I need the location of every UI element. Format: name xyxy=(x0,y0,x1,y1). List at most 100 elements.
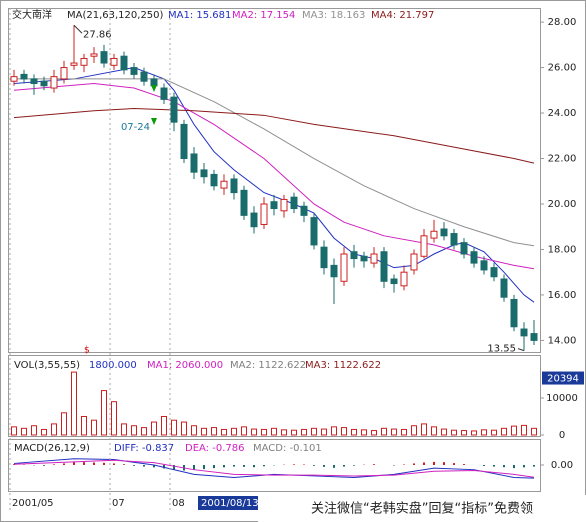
candle-body xyxy=(280,198,288,212)
candle-body xyxy=(230,178,238,194)
y-tick-label: 0.00 xyxy=(551,460,573,471)
candle-body xyxy=(390,278,398,285)
volume-bar xyxy=(471,430,477,436)
candle-body xyxy=(300,205,308,216)
volume-bar xyxy=(81,415,87,436)
candle-body xyxy=(440,228,448,237)
candle-body xyxy=(320,246,328,269)
candle-body xyxy=(10,76,18,82)
candle-body xyxy=(460,242,468,255)
volume-bar xyxy=(171,419,177,436)
candle-body xyxy=(190,153,198,173)
volume-bar xyxy=(201,427,207,436)
volume-bar xyxy=(421,423,427,436)
volume-bar xyxy=(131,425,137,436)
candle-body xyxy=(240,189,248,216)
candle-body xyxy=(20,73,28,80)
annotation-arrow xyxy=(73,24,83,34)
candle-body xyxy=(310,217,318,246)
candle-body xyxy=(510,298,518,328)
annotation: 13.55 xyxy=(487,344,516,355)
volume-bar xyxy=(511,425,517,436)
x-tick-label: 08 xyxy=(172,498,185,509)
candle-body xyxy=(350,251,358,260)
y-tick-label: 28.00 xyxy=(548,17,577,28)
volume-bar xyxy=(161,415,167,436)
price-panel xyxy=(8,8,541,353)
volume-bar xyxy=(261,428,267,436)
candle-body xyxy=(420,235,428,257)
candle-body xyxy=(210,173,218,187)
volume-bar xyxy=(121,423,127,436)
ma-line xyxy=(14,78,535,247)
volume-marker: 20394 xyxy=(547,374,579,385)
volume-bar xyxy=(251,428,257,436)
volume-panel xyxy=(8,355,541,437)
y-tick-label: 0 xyxy=(559,430,565,441)
header-label: MA1: 15.681 xyxy=(168,10,231,21)
sell-arrow xyxy=(151,118,157,125)
candle-body xyxy=(450,233,458,246)
candle-body xyxy=(140,71,148,82)
volume-bar xyxy=(491,429,497,436)
ma-line xyxy=(13,67,535,303)
candle-body xyxy=(330,264,338,278)
volume-bar xyxy=(381,427,387,436)
candle-body xyxy=(40,80,48,87)
candle-body xyxy=(470,251,478,264)
volume-bar xyxy=(521,424,527,436)
volume-bar xyxy=(31,425,37,436)
y-tick-label: 22.00 xyxy=(548,154,577,165)
candle-body xyxy=(270,201,278,210)
candle-body xyxy=(120,55,128,71)
candle-body xyxy=(500,278,508,298)
volume-bar xyxy=(451,429,457,436)
title: 交大南洋 xyxy=(12,8,52,21)
candle-body xyxy=(70,62,78,66)
volume-bar xyxy=(141,427,147,436)
candle-body xyxy=(410,253,418,271)
volume-bar xyxy=(391,428,397,436)
annotation-arrow xyxy=(517,348,525,352)
header-label: MA2: 17.154 xyxy=(232,10,295,21)
candle-body xyxy=(290,196,298,210)
y-tick-label: 20.00 xyxy=(548,199,577,210)
candle-body xyxy=(30,78,38,84)
candle-body xyxy=(480,260,488,271)
volume-bar xyxy=(291,429,297,436)
y-tick-label: 24.00 xyxy=(548,108,577,119)
candle-body xyxy=(80,57,88,66)
candle-body xyxy=(110,57,118,66)
volume-bar xyxy=(231,427,237,436)
volume-bar xyxy=(181,421,187,436)
buy-arrow xyxy=(151,85,157,92)
volume-bar xyxy=(311,427,317,436)
volume-bar xyxy=(301,428,307,436)
candle-body xyxy=(380,251,388,282)
x-tick-label: 07 xyxy=(112,498,125,509)
volume-bar xyxy=(361,429,367,436)
volume-bar xyxy=(441,428,447,436)
title: MACD(26,12,9) xyxy=(14,443,90,454)
candle-body xyxy=(250,212,258,228)
volume-bar xyxy=(221,428,227,436)
candle-body xyxy=(360,255,368,262)
volume-bar xyxy=(41,428,47,436)
candle-body xyxy=(60,67,68,80)
subtitle: MA(21,63,120,250) xyxy=(67,10,164,21)
header-label: 1800.000 xyxy=(89,360,137,371)
ma-line xyxy=(13,107,535,164)
volume-bar xyxy=(21,427,27,436)
volume-bar xyxy=(331,426,337,436)
header-label: MA2: 1122.622 xyxy=(230,360,306,371)
volume-bar xyxy=(341,427,347,436)
volume-bar xyxy=(61,412,67,436)
candle-body xyxy=(530,333,538,341)
candle-body xyxy=(130,67,138,75)
candle-body xyxy=(400,271,408,287)
volume-bar xyxy=(211,427,217,436)
watermark: 关注微信“老韩实盘”回复“指标”免费领 xyxy=(311,501,533,517)
annotation: 27.86 xyxy=(83,29,112,40)
volume-bar xyxy=(191,425,197,436)
